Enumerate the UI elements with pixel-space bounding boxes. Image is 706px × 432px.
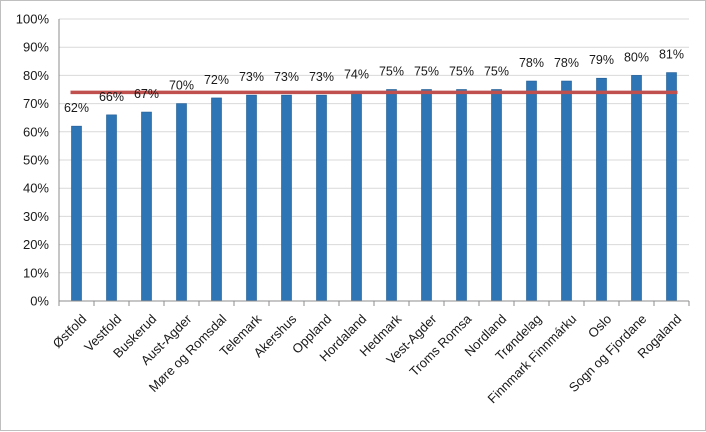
data-label: 81% — [659, 48, 684, 62]
bar — [421, 89, 432, 302]
data-label: 75% — [379, 65, 404, 79]
y-tick-label: 10% — [23, 265, 49, 280]
data-label: 70% — [169, 79, 194, 93]
data-label: 75% — [414, 65, 439, 79]
bar — [106, 114, 117, 302]
x-category-label: Oslo — [585, 311, 615, 341]
bar — [666, 72, 677, 302]
y-tick-label: 20% — [23, 237, 49, 252]
bar — [631, 75, 642, 302]
data-labels: 62% 66% 67% 70% 72% 73% 73% 73% 74% 75% 75% 75% 75% 7… — [64, 48, 684, 116]
bar — [176, 103, 187, 302]
data-label: 75% — [449, 65, 474, 79]
bar — [561, 80, 572, 302]
data-label: 62% — [64, 101, 89, 115]
data-label: 79% — [589, 53, 614, 67]
data-label: 80% — [624, 50, 649, 64]
y-axis-tick-labels: 0% 10% 20% 30% 40% 50% 60% 70% 80% 90% 100% — [16, 12, 50, 309]
gridlines — [59, 18, 689, 274]
data-label: 73% — [309, 70, 334, 84]
bar — [386, 89, 397, 302]
bar — [526, 80, 537, 302]
y-tick-label: 80% — [23, 68, 49, 83]
y-tick-label: 70% — [23, 96, 49, 111]
y-tick-label: 90% — [23, 40, 49, 55]
bar — [141, 111, 152, 302]
axes — [58, 19, 690, 306]
data-label: 67% — [134, 87, 159, 101]
data-label: 75% — [484, 65, 509, 79]
bar — [316, 94, 327, 302]
bar — [596, 77, 607, 302]
data-label: 72% — [204, 73, 229, 87]
data-label: 73% — [274, 70, 299, 84]
y-tick-label: 60% — [23, 124, 49, 139]
y-tick-label: 50% — [23, 153, 49, 168]
data-label: 78% — [519, 56, 544, 70]
bar — [211, 97, 222, 302]
data-label: 78% — [554, 56, 579, 70]
bar — [71, 125, 82, 302]
bar — [281, 94, 292, 302]
data-label: 66% — [99, 90, 124, 104]
bar — [491, 89, 502, 302]
bar — [351, 92, 362, 302]
data-label: 74% — [344, 67, 369, 81]
bar — [456, 89, 467, 302]
y-tick-label: 40% — [23, 181, 49, 196]
y-tick-label: 30% — [23, 209, 49, 224]
y-tick-label: 100% — [16, 12, 50, 27]
data-label: 73% — [239, 70, 264, 84]
bar — [246, 94, 257, 302]
y-tick-label: 0% — [30, 294, 49, 309]
bars — [71, 72, 677, 302]
